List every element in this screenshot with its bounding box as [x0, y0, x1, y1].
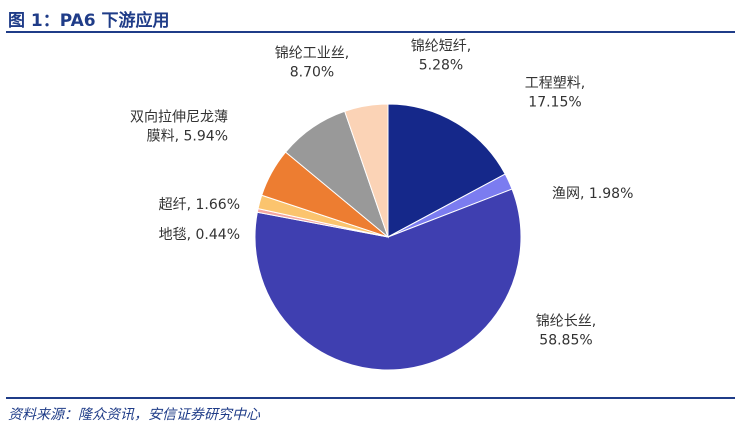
pie-labels: 工程塑料, 17.15% 渔网, 1.98% 锦纶长丝, 58.85% 地毯, 0.44%… — [130, 38, 633, 349]
slice-label-6: 双向拉伸尼龙薄膜料, 5.94% — [130, 110, 228, 145]
source-rule — [6, 397, 735, 399]
pie-slices — [254, 103, 522, 371]
pie-slice-1 — [387, 103, 506, 238]
source-note: 资料来源：隆众资讯，安信证券研究中心 — [8, 407, 260, 423]
pie-slice-3 — [254, 188, 522, 371]
figure-title: 图 1：PA6 下游应用 — [8, 11, 170, 31]
title-rule — [6, 31, 735, 33]
slice-label-5: 超纤, 1.66% — [159, 197, 240, 213]
pie-slice-8 — [344, 103, 389, 238]
slice-label-8: 锦纶短纤, 5.28% — [411, 38, 471, 74]
slice-label-4: 地毯, 0.44% — [159, 227, 240, 243]
slice-label-1: 工程塑料, 17.15% — [525, 76, 585, 111]
slice-label-7: 锦纶工业丝, 8.70% — [275, 45, 349, 81]
slice-label-2: 渔网, 1.98% — [552, 186, 633, 202]
slice-label-3: 锦纶长丝, 58.85% — [536, 313, 596, 349]
